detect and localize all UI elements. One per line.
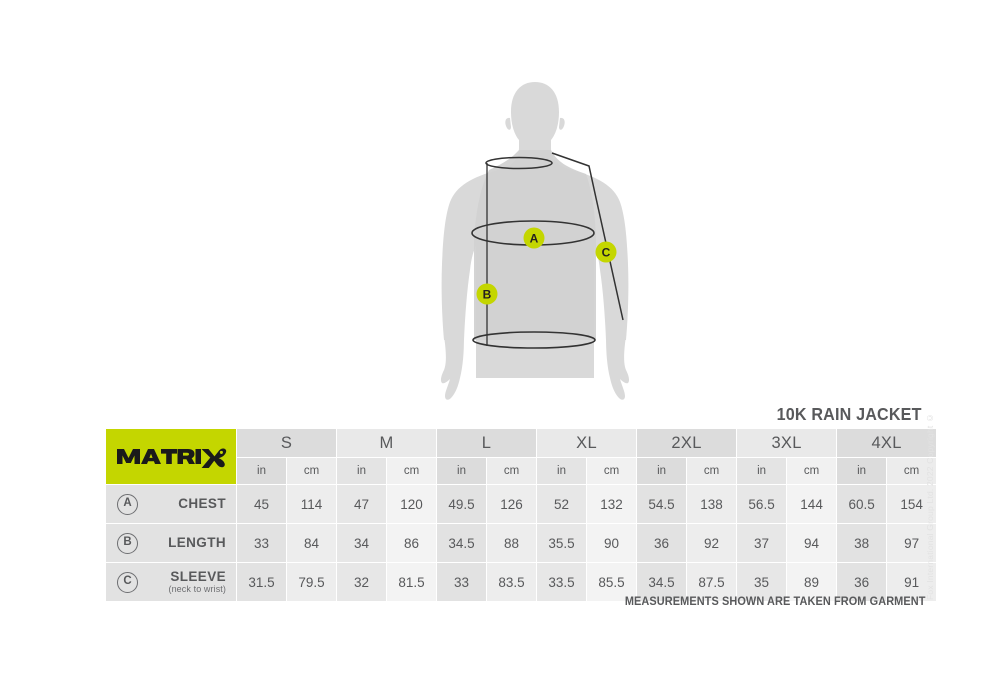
svg-text:C: C	[602, 246, 611, 260]
cell-sleeve-xl-in: 33.5	[537, 563, 587, 601]
cell-sleeve-4xl-in: 36	[837, 563, 887, 601]
unit-header-xl-cm: cm	[587, 458, 637, 484]
size-header-4xl: 4XL	[837, 429, 937, 457]
cell-chest-xl-in: 52	[537, 485, 587, 523]
unit-header-m-in: in	[337, 458, 386, 484]
logo-eye-dot	[219, 450, 223, 454]
cell-sleeve-l-in: 33	[437, 563, 487, 601]
row-label-sublabel: (neck to wrist)	[168, 583, 226, 594]
row-label-length: B LENGTH	[106, 524, 236, 562]
badge-c-icon: C	[117, 571, 138, 593]
size-header-s: S	[237, 429, 336, 457]
unit-header-s-in: in	[237, 458, 286, 484]
cell-chest-4xl-in: 60.5	[837, 485, 887, 523]
brand-logo-cell	[106, 429, 236, 484]
table-row: B LENGTH 33 84 34 86 34.5 88 35.5 90 36 …	[106, 524, 937, 562]
cell-chest-2xl-cm: 138	[687, 485, 737, 523]
cell-sleeve-l-cm: 83.5	[487, 563, 537, 601]
cell-chest-xl-cm: 132	[587, 485, 637, 523]
cell-length-xl-cm: 90	[587, 524, 637, 562]
table-row: C SLEEVE (neck to wrist) 31.5 79.5 32 81…	[106, 563, 937, 601]
cell-length-3xl-cm: 94	[787, 524, 837, 562]
unit-header-4xl-cm: cm	[887, 458, 937, 484]
cell-length-l-cm: 88	[487, 524, 537, 562]
unit-header-l-in: in	[437, 458, 487, 484]
cell-sleeve-3xl-in: 35	[737, 563, 787, 601]
size-header-2xl: 2XL	[637, 429, 737, 457]
unit-header-xl-in: in	[537, 458, 587, 484]
cell-sleeve-2xl-cm: 87.5	[687, 563, 737, 601]
cell-sleeve-4xl-cm: 91	[887, 563, 937, 601]
unit-header-m-cm: cm	[387, 458, 437, 484]
cell-length-3xl-in: 37	[737, 524, 787, 562]
garment-measurement-diagram: A B C	[400, 78, 690, 408]
badge-b-icon: B	[117, 532, 138, 554]
size-header-m: M	[337, 429, 437, 457]
cell-chest-l-cm: 126	[487, 485, 537, 523]
cell-length-m-in: 34	[337, 524, 386, 562]
cell-length-m-cm: 86	[387, 524, 437, 562]
cell-length-4xl-cm: 97	[887, 524, 937, 562]
cell-length-4xl-in: 38	[837, 524, 887, 562]
product-title: 10K RAIN JACKET	[776, 404, 922, 424]
collar-ellipse	[485, 156, 553, 170]
cell-length-2xl-cm: 92	[687, 524, 737, 562]
row-label-text: SLEEVE	[170, 569, 226, 585]
cell-length-2xl-in: 36	[637, 524, 687, 562]
cell-sleeve-2xl-in: 34.5	[637, 563, 687, 601]
table-row: A CHEST 45 114 47 120 49.5 126 52 132 54…	[106, 485, 937, 523]
row-label-chest: A CHEST	[106, 485, 236, 523]
cell-sleeve-xl-cm: 85.5	[587, 563, 637, 601]
cell-sleeve-m-in: 32	[337, 563, 386, 601]
unit-header-3xl-in: in	[737, 458, 787, 484]
cell-chest-m-in: 47	[337, 485, 386, 523]
badge-a-icon: A	[117, 493, 138, 515]
measurement-lines	[471, 152, 624, 349]
size-header-l: L	[437, 429, 537, 457]
cell-length-xl-in: 35.5	[537, 524, 587, 562]
badge-c: C	[595, 241, 617, 263]
cell-chest-l-in: 49.5	[437, 485, 487, 523]
badge-a: A	[523, 227, 545, 249]
hem-ellipse	[472, 331, 596, 349]
cell-length-s-cm: 84	[287, 524, 336, 562]
row-label-text: CHEST	[178, 496, 226, 512]
cell-length-l-in: 34.5	[437, 524, 487, 562]
table-header-sizes: S M L XL 2XL 3XL 4XL	[106, 429, 937, 484]
badge-b: B	[476, 283, 498, 305]
cell-chest-3xl-in: 56.5	[737, 485, 787, 523]
unit-header-2xl-in: in	[637, 458, 687, 484]
cell-chest-s-in: 45	[237, 485, 286, 523]
cell-sleeve-m-cm: 81.5	[387, 563, 437, 601]
table-header-units: in cm in cm in cm in cm in cm in cm in c…	[106, 458, 937, 484]
unit-header-4xl-in: in	[837, 458, 887, 484]
cell-chest-4xl-cm: 154	[887, 485, 937, 523]
row-label-text: LENGTH	[168, 535, 226, 551]
cell-sleeve-s-in: 31.5	[237, 563, 286, 601]
cell-chest-3xl-cm: 144	[787, 485, 837, 523]
size-chart-table: S M L XL 2XL 3XL 4XL in cm in cm in cm i…	[105, 428, 938, 602]
cell-length-s-in: 33	[237, 524, 286, 562]
cell-sleeve-3xl-cm: 89	[787, 563, 837, 601]
cell-chest-2xl-in: 54.5	[637, 485, 687, 523]
cell-chest-m-cm: 120	[387, 485, 437, 523]
size-header-xl: XL	[537, 429, 637, 457]
cell-chest-s-cm: 114	[287, 485, 336, 523]
svg-text:B: B	[483, 288, 492, 302]
measurements-note: MEASUREMENTS SHOWN ARE TAKEN FROM GARMEN…	[625, 596, 926, 608]
unit-header-s-cm: cm	[287, 458, 336, 484]
row-label-sleeve: C SLEEVE (neck to wrist)	[106, 563, 236, 601]
unit-header-l-cm: cm	[487, 458, 537, 484]
unit-header-3xl-cm: cm	[787, 458, 837, 484]
matrix-fish-x-logo	[117, 447, 227, 468]
copyright-notice: Fox International Group Ltd. 2022 Copyri…	[925, 412, 935, 600]
cell-sleeve-s-cm: 79.5	[287, 563, 336, 601]
svg-text:A: A	[530, 232, 539, 246]
size-header-3xl: 3XL	[737, 429, 837, 457]
unit-header-2xl-cm: cm	[687, 458, 737, 484]
